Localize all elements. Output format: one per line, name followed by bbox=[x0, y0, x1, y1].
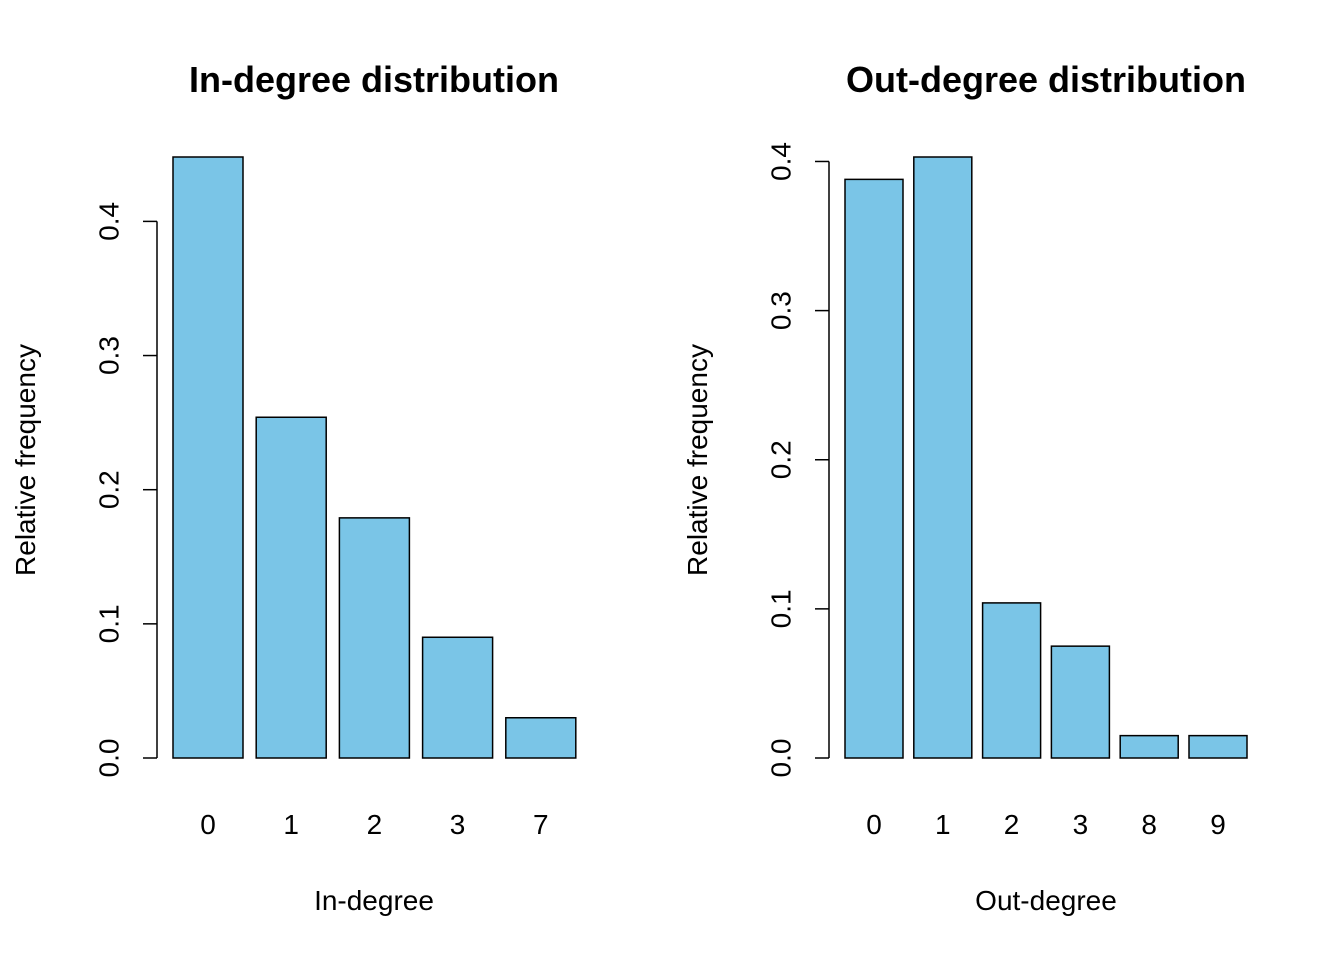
x-tick-label: 0 bbox=[866, 809, 882, 840]
chart-title: Out-degree distribution bbox=[846, 59, 1246, 100]
y-tick-label: 0.3 bbox=[94, 336, 125, 375]
x-tick-label: 7 bbox=[533, 809, 549, 840]
y-axis: 0.0 0.1 0.2 0.3 0.4 bbox=[94, 202, 158, 778]
out-degree-panel: Out-degree distribution Out-degree Relat… bbox=[682, 59, 1248, 916]
x-tick-label: 0 bbox=[200, 809, 216, 840]
bar-9 bbox=[1188, 734, 1248, 759]
y-tick-label: 0.1 bbox=[766, 589, 797, 628]
y-tick-label: 0.3 bbox=[766, 291, 797, 330]
x-tick-label: 8 bbox=[1141, 809, 1157, 840]
chart-title: In-degree distribution bbox=[189, 59, 559, 100]
y-tick-label: 0.1 bbox=[94, 604, 125, 643]
bar-1 bbox=[913, 156, 973, 759]
x-tick-label: 2 bbox=[367, 809, 383, 840]
bar-2 bbox=[981, 602, 1042, 759]
x-axis-label: In-degree bbox=[314, 885, 434, 916]
y-tick-label: 0.0 bbox=[766, 739, 797, 778]
x-tick-label: 3 bbox=[450, 809, 466, 840]
y-tick-label: 0.2 bbox=[766, 440, 797, 479]
y-axis-label: Relative frequency bbox=[682, 344, 713, 576]
x-axis: 0 1 2 3 7 bbox=[200, 809, 548, 840]
y-tick-label: 0.0 bbox=[94, 739, 125, 778]
bar-1 bbox=[255, 416, 327, 759]
bar-8 bbox=[1119, 734, 1179, 759]
y-axis-label: Relative frequency bbox=[10, 344, 41, 576]
x-tick-label: 9 bbox=[1210, 809, 1226, 840]
bar-3 bbox=[1050, 645, 1111, 759]
x-axis: 0 1 2 3 8 9 bbox=[866, 809, 1226, 840]
bar-group bbox=[844, 156, 1248, 759]
x-tick-label: 1 bbox=[283, 809, 299, 840]
y-tick-label: 0.4 bbox=[94, 202, 125, 241]
y-tick-label: 0.2 bbox=[94, 470, 125, 509]
bar-2 bbox=[338, 517, 411, 759]
x-tick-label: 3 bbox=[1073, 809, 1089, 840]
y-tick-label: 0.4 bbox=[766, 142, 797, 181]
bar-0 bbox=[172, 156, 244, 759]
x-tick-label: 2 bbox=[1004, 809, 1020, 840]
x-tick-label: 1 bbox=[935, 809, 951, 840]
bar-group bbox=[172, 156, 577, 759]
in-degree-panel: In-degree distribution In-degree Relativ… bbox=[10, 59, 577, 916]
y-axis: 0.0 0.1 0.2 0.3 0.4 bbox=[766, 142, 830, 777]
x-axis-label: Out-degree bbox=[975, 885, 1117, 916]
bar-0 bbox=[844, 178, 904, 759]
bar-7 bbox=[505, 717, 577, 759]
bar-3 bbox=[421, 636, 494, 759]
